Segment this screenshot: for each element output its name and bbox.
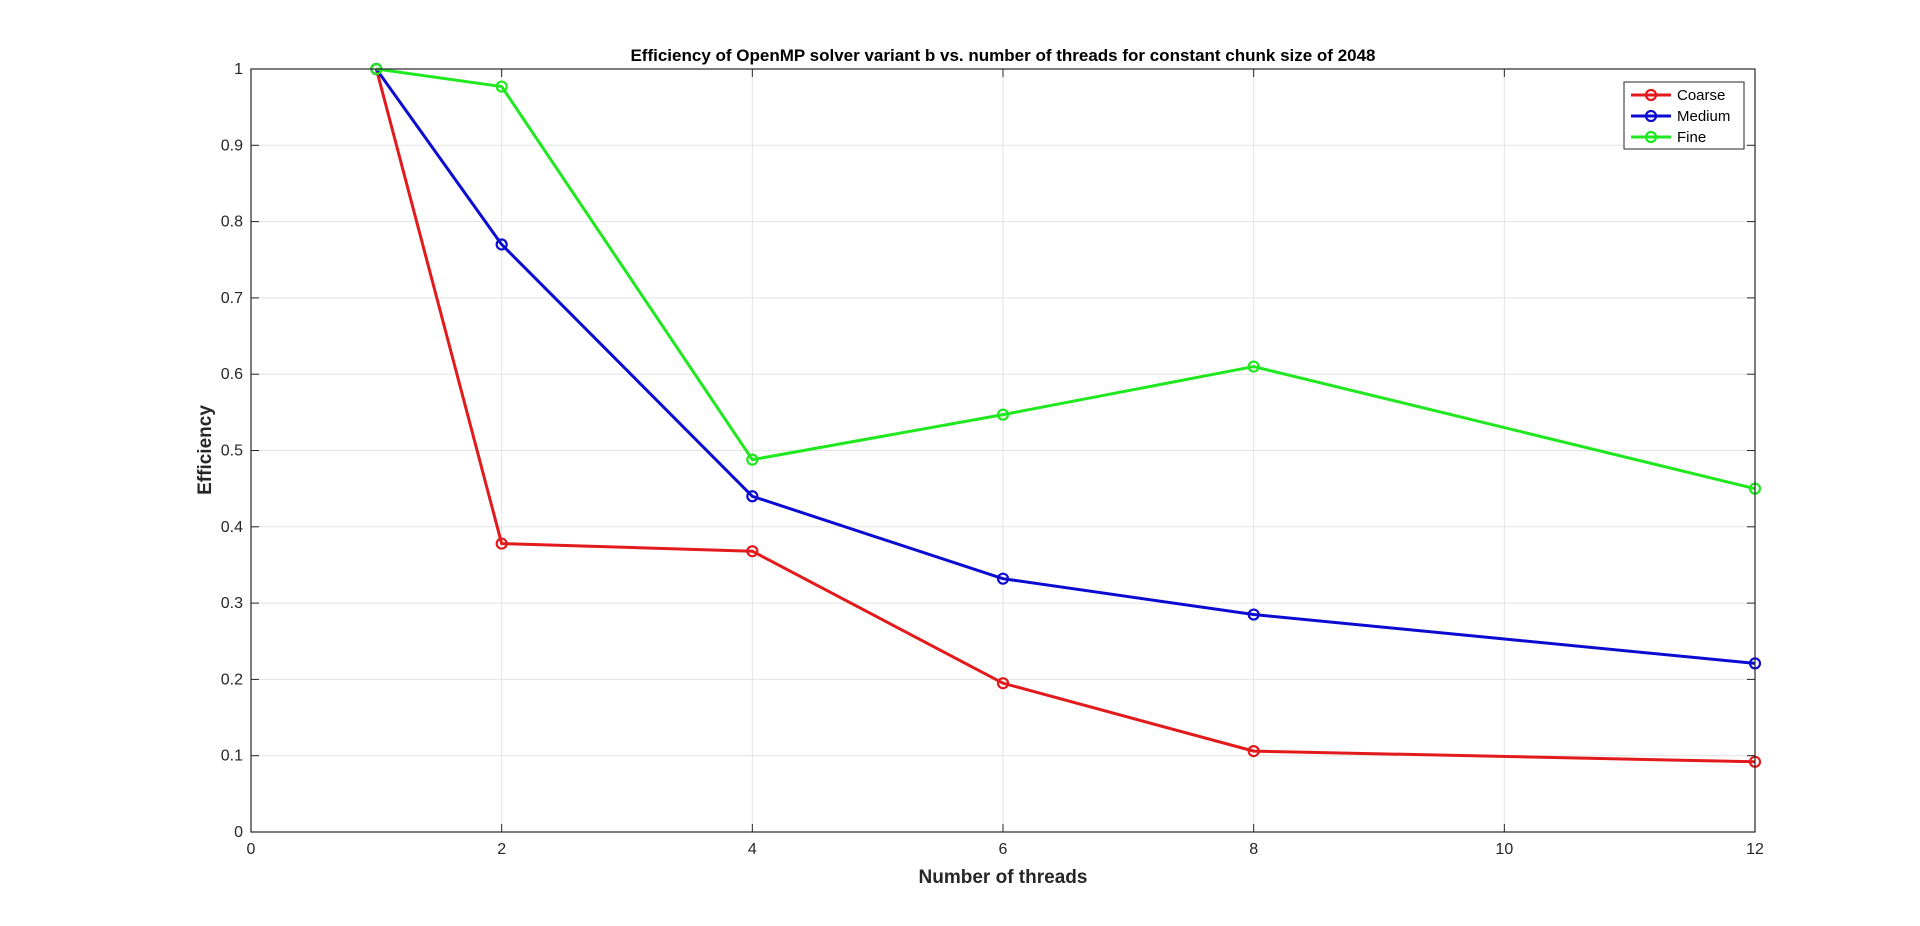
data-point-medium (746, 490, 759, 503)
tick-labels: 0 2 4 6 8 10 12 0 0.1 0.2 0.3 0.4 0.5 0.6 0.7 0.8 0.9 1 (221, 61, 1764, 858)
data-point-coarse (996, 677, 1010, 690)
x-tick-label: 12 (1746, 841, 1764, 858)
data-point-fine (996, 408, 1010, 421)
chart-title: Efficiency of OpenMP solver variant b vs… (630, 46, 1375, 65)
data-point-coarse (495, 537, 508, 550)
series-line-medium (375, 68, 1756, 665)
legend-marker-coarse (1644, 88, 1658, 102)
y-axis-label: Efficiency (195, 405, 216, 495)
legend-marker-fine (1644, 130, 1658, 144)
x-tick-label: 6 (999, 841, 1008, 858)
data-point-medium (996, 572, 1010, 585)
data-point-medium (1247, 608, 1260, 621)
y-tick-label: 1 (234, 61, 243, 78)
legend-label-fine: Fine (1677, 129, 1706, 146)
y-tick-label: 0.7 (221, 290, 243, 307)
y-tick-label: 0 (234, 824, 243, 841)
y-tick-label: 0.4 (221, 519, 243, 536)
y-tick-label: 0.6 (221, 366, 243, 383)
x-tick-label: 0 (247, 841, 256, 858)
y-tick-label: 0.3 (221, 595, 243, 612)
x-tick-label: 8 (1249, 841, 1258, 858)
legend-marker-medium (1644, 109, 1658, 123)
legend-label-coarse: Coarse (1677, 87, 1725, 104)
x-tick-label: 10 (1495, 841, 1513, 858)
legend-label-medium: Medium (1677, 108, 1730, 125)
data-point-medium (495, 238, 508, 251)
y-tick-label: 0.9 (221, 137, 243, 154)
series-line-fine (376, 67, 1756, 491)
data-point-fine (495, 80, 508, 93)
x-tick-label: 2 (497, 841, 506, 858)
data-point-fine (1247, 360, 1260, 373)
data-point-coarse (1247, 745, 1260, 758)
series-lines (370, 62, 1762, 768)
x-tick-label: 4 (748, 841, 757, 858)
series-line-coarse (374, 68, 1756, 764)
legend: Coarse Medium Fine (1623, 81, 1745, 150)
y-tick-label: 0.5 (221, 443, 243, 460)
y-tick-label: 0.1 (221, 748, 243, 765)
y-tick-label: 0.8 (221, 214, 243, 231)
data-point-coarse (746, 545, 759, 558)
x-axis-label: Number of threads (919, 867, 1088, 888)
data-point-fine (746, 453, 759, 466)
tick-marks (250, 68, 1756, 833)
y-tick-label: 0.2 (221, 671, 243, 688)
